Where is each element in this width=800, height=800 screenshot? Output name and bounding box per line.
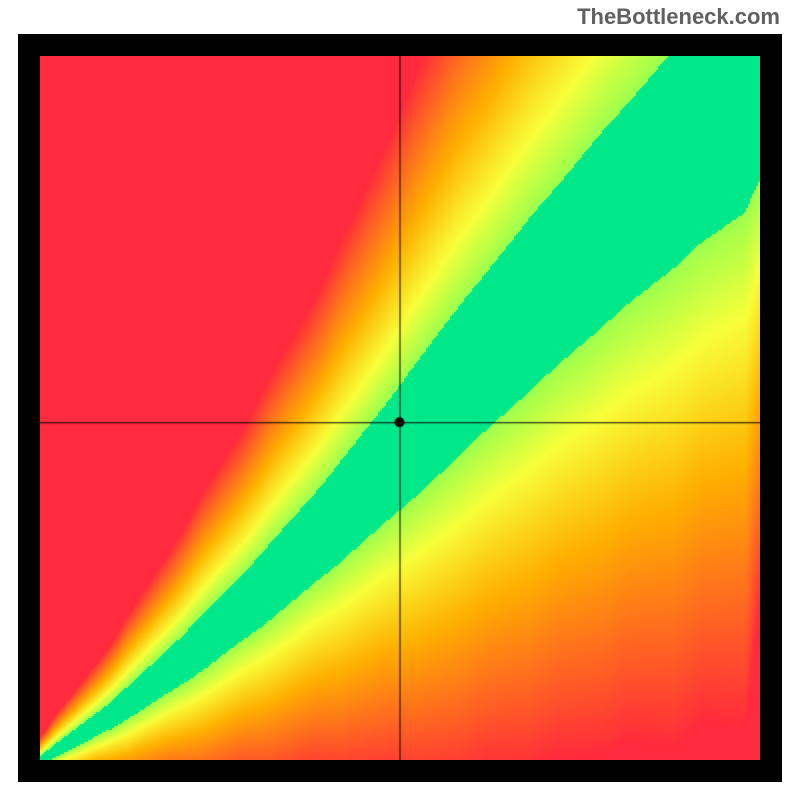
chart-frame	[18, 34, 782, 782]
watermark-text: TheBottleneck.com	[577, 4, 780, 30]
bottleneck-heatmap	[40, 56, 760, 760]
